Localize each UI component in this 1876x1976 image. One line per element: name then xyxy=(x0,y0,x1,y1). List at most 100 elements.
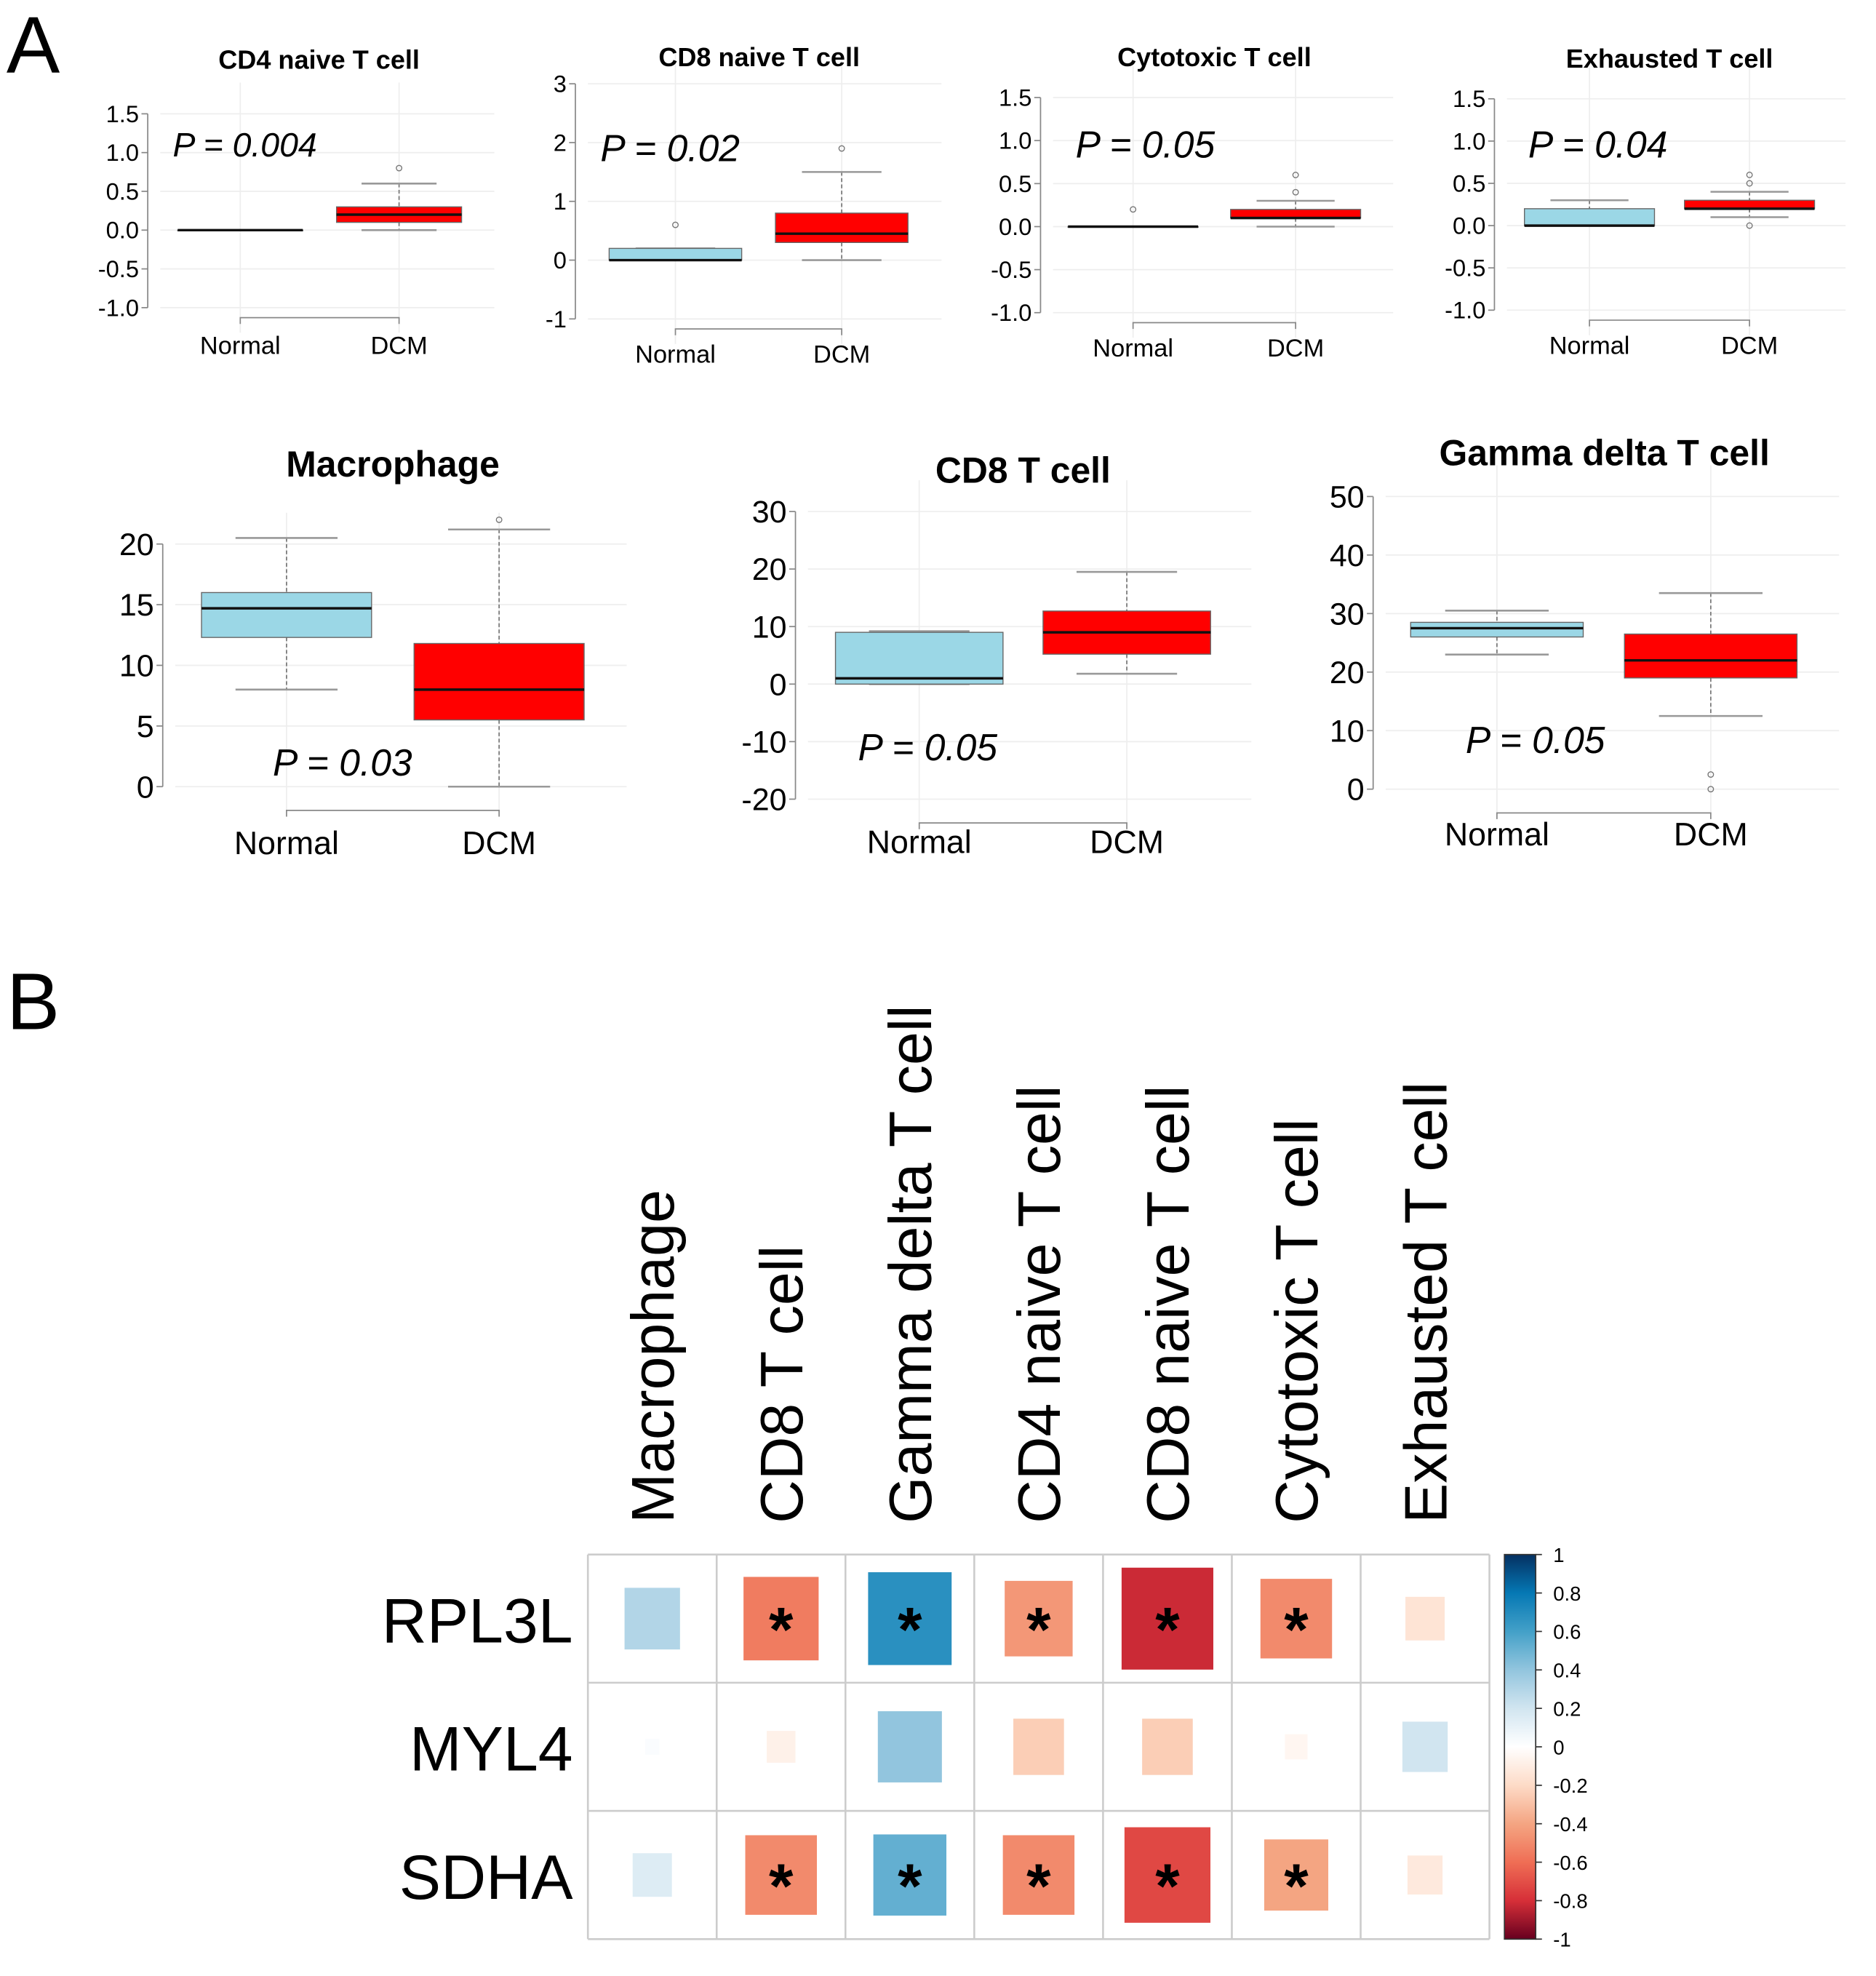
box-iqr xyxy=(1524,208,1656,226)
column-label: Macrophage xyxy=(620,1190,687,1523)
outlier-point xyxy=(1292,188,1299,196)
box-normal xyxy=(1410,610,1584,656)
box-dcm xyxy=(775,145,909,261)
x-axis xyxy=(674,328,842,335)
outlier-point xyxy=(1707,771,1715,778)
y-tick-label: 10 xyxy=(119,649,154,684)
y-tick-label: 50 xyxy=(1330,479,1365,514)
colorbar-tick-label: 0.8 xyxy=(1553,1582,1581,1605)
x-tick-label: DCM xyxy=(813,341,870,369)
outlier-point xyxy=(1292,172,1299,178)
chart-title: CD8 naive T cell xyxy=(658,42,860,72)
heatmap-cell xyxy=(873,1834,947,1916)
heatmap-cell xyxy=(1402,1721,1448,1772)
panel-label-b: B xyxy=(7,957,60,1047)
box-iqr xyxy=(834,632,1004,685)
outlier-point xyxy=(1746,222,1753,229)
x-axis xyxy=(239,316,400,324)
colorbar-tick-label: 0.6 xyxy=(1553,1621,1581,1644)
significance-star: * xyxy=(898,1595,922,1665)
y-tick-label: 40 xyxy=(1330,538,1365,573)
y-tick-label: -1.0 xyxy=(991,299,1031,326)
heatmap-cell xyxy=(1121,1567,1213,1670)
box-dcm xyxy=(335,164,463,231)
row-label: RPL3L xyxy=(382,1586,573,1656)
box-dcm xyxy=(1624,591,1798,793)
y-tick-label: 0.5 xyxy=(1453,170,1485,196)
boxplot-cytotoxic-t-cell: -1.0 -0.5 0.0 0.5 1.0 1.5 Normal DCM Cytotoxic T… xyxy=(991,42,1394,362)
y-tick-label: 10 xyxy=(1330,714,1365,749)
p-value-label: P = 0.05 xyxy=(1076,124,1216,166)
y-tick-label: 1.0 xyxy=(1453,127,1485,154)
y-tick-label: 0.0 xyxy=(999,213,1031,240)
column-label: CD4 naive T cell xyxy=(1006,1085,1073,1523)
box-iqr xyxy=(413,642,585,721)
outlier-point xyxy=(838,145,845,152)
x-axis xyxy=(286,810,500,817)
y-tick-label: -0.5 xyxy=(991,256,1031,283)
x-tick-label: Normal xyxy=(200,332,281,359)
box-dcm xyxy=(1684,171,1816,229)
colorbar-tick-label: -0.2 xyxy=(1553,1774,1587,1797)
outlier-point xyxy=(1130,206,1137,213)
p-value-label: P = 0.02 xyxy=(600,127,740,170)
heatmap-cell xyxy=(1002,1835,1075,1915)
y-tick-label: 1.5 xyxy=(1453,85,1485,112)
y-tick-label: 10 xyxy=(752,610,787,645)
column-label: CD8 T cell xyxy=(749,1246,815,1523)
x-tick-label: DCM xyxy=(462,826,536,861)
box-iqr xyxy=(1410,621,1584,638)
y-tick-label: 1.0 xyxy=(999,127,1031,154)
y-tick-label: 0.5 xyxy=(106,178,139,204)
chart-title: CD4 naive T cell xyxy=(218,45,420,75)
box-normal xyxy=(1524,199,1656,227)
heatmap-cell xyxy=(1124,1827,1211,1923)
boxplot-cd8-naive-t-cell: -1 0 1 2 3 Normal DCM CD8 naive T cell P = 0.02 xyxy=(546,42,942,369)
p-value-label: P = 0.03 xyxy=(273,741,412,784)
colorbar-tick-label: -0.4 xyxy=(1553,1813,1587,1836)
chart-title: Exhausted T cell xyxy=(1566,44,1773,73)
significance-star: * xyxy=(1026,1852,1051,1921)
panel-label-a: A xyxy=(7,1,60,90)
box-iqr xyxy=(201,591,372,638)
p-value-label: P = 0.004 xyxy=(172,126,316,164)
y-tick-label: 20 xyxy=(1330,656,1365,690)
x-tick-label: DCM xyxy=(1721,332,1778,359)
heatmap-cell xyxy=(1260,1579,1333,1659)
x-axis xyxy=(1132,322,1296,330)
colorbar-tick-label: -1 xyxy=(1553,1929,1570,1951)
column-label: Exhausted T cell xyxy=(1392,1082,1459,1523)
column-label: Cytotoxic T cell xyxy=(1264,1118,1330,1523)
box-dcm xyxy=(413,516,585,788)
x-axis xyxy=(918,822,1127,829)
heatmap-cell xyxy=(1005,1580,1073,1657)
y-tick-label: 1.0 xyxy=(106,139,139,166)
heatmap-cell xyxy=(745,1835,817,1915)
x-tick-label: Normal xyxy=(1549,332,1630,359)
y-tick-label: 20 xyxy=(752,552,787,587)
box-normal xyxy=(608,221,743,262)
outlier-point xyxy=(672,221,679,228)
row-label: SDHA xyxy=(399,1843,573,1913)
row-label: MYL4 xyxy=(410,1715,573,1785)
y-tick-label: 30 xyxy=(752,495,787,530)
y-tick-label: -0.5 xyxy=(1445,255,1485,282)
significance-star: * xyxy=(1155,1595,1180,1665)
outlier-point xyxy=(495,516,503,523)
box-normal xyxy=(177,228,303,232)
heatmap-cell xyxy=(1013,1718,1064,1775)
boxplot-cd4-naive-t-cell: -1.0 -0.5 0.0 0.5 1.0 1.5 Normal DCM CD4 naive T… xyxy=(98,45,495,359)
significance-star: * xyxy=(1284,1852,1309,1921)
boxplot-gamma-delta-t-cell: 0 10 20 30 40 50 Normal DCM Gamma delta T cell P … xyxy=(1330,432,1840,853)
x-tick-label: Normal xyxy=(1445,817,1549,853)
heatmap-cell xyxy=(1405,1596,1445,1641)
chart-title: Cytotoxic T cell xyxy=(1117,42,1312,72)
x-tick-label: DCM xyxy=(1267,335,1324,362)
column-label: Gamma delta T cell xyxy=(877,1005,944,1523)
heatmap-cell xyxy=(743,1577,819,1661)
x-tick-label: Normal xyxy=(1093,335,1173,362)
heatmap-cell xyxy=(877,1711,942,1782)
box-iqr xyxy=(1624,633,1798,679)
y-tick-label: -20 xyxy=(741,782,786,817)
y-tick-label: 0.5 xyxy=(999,170,1031,197)
